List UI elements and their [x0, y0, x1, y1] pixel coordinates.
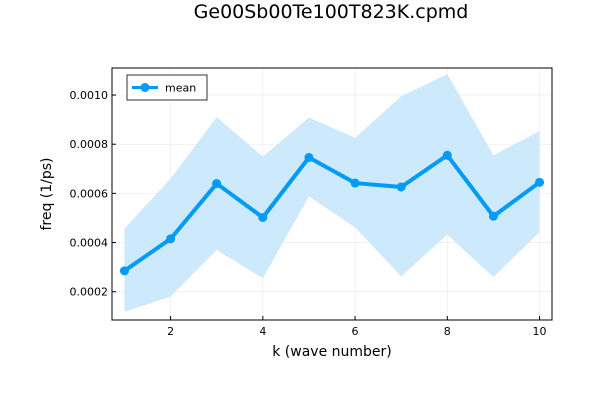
- x-tick-label: 4: [259, 325, 266, 338]
- y-tick-label: 0.0010: [70, 89, 109, 102]
- y-tick-label: 0.0008: [70, 138, 109, 151]
- data-point: [396, 182, 406, 192]
- y-axis-ticks: 0.0002 0.0004 0.0006 0.0008 0.0010: [70, 89, 116, 299]
- data-point: [442, 150, 452, 160]
- legend-label-mean: mean: [165, 82, 196, 95]
- x-axis-ticks: 2 4 6 8 10: [167, 316, 547, 338]
- data-point: [119, 266, 129, 276]
- confidence-band: [124, 74, 540, 312]
- y-tick-label: 0.0002: [70, 286, 109, 299]
- data-point: [304, 152, 314, 162]
- data-point: [258, 212, 268, 222]
- y-tick-label: 0.0006: [70, 187, 109, 200]
- y-axis-label: freq (1/ps): [39, 157, 55, 230]
- legend-marker: [140, 83, 150, 92]
- plot-frame: [111, 67, 553, 321]
- x-tick-label: 6: [352, 325, 359, 338]
- y-tick-label: 0.0004: [70, 237, 109, 250]
- band-area: [124, 74, 540, 312]
- x-tick-label: 2: [167, 325, 174, 338]
- legend: mean: [126, 74, 208, 101]
- series-mean: [119, 150, 545, 276]
- data-point: [166, 234, 176, 244]
- chart-title: Ge00Sb00Te100T823K.cpmd: [194, 1, 469, 23]
- x-axis-label: k (wave number): [272, 344, 392, 360]
- data-point: [488, 211, 498, 221]
- x-tick-label: 10: [533, 325, 547, 338]
- data-point: [535, 177, 545, 187]
- data-point: [350, 178, 360, 188]
- x-tick-label: 8: [444, 325, 451, 338]
- data-point: [212, 179, 222, 189]
- series-line: [123, 153, 541, 273]
